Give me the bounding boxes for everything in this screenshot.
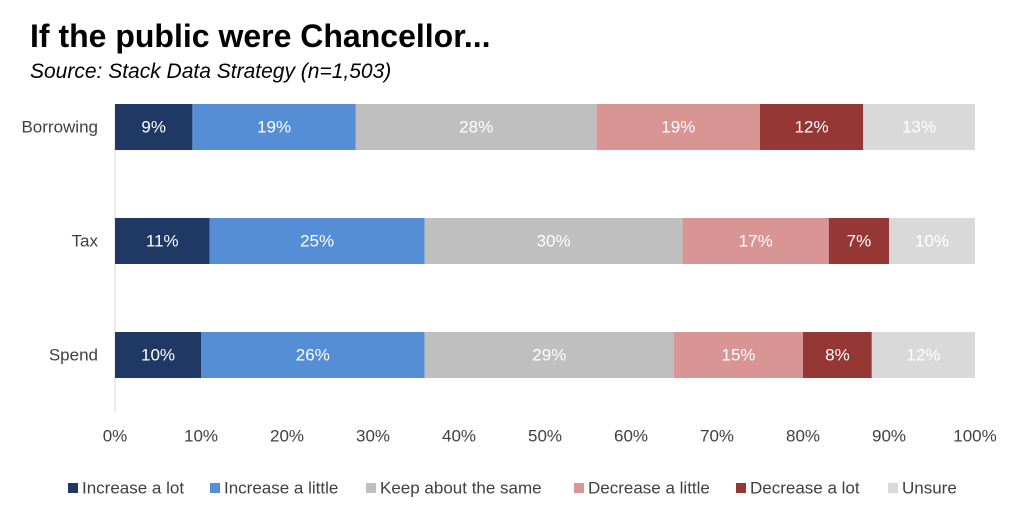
bar-tax-keep-about-the-same-label: 30% (537, 232, 571, 251)
bar-tax-decrease-a-little-label: 17% (739, 232, 773, 251)
bar-borrowing-increase-a-little (192, 104, 356, 150)
x-tick-label: 40% (442, 427, 476, 446)
bar-tax-increase-a-little-label: 25% (300, 232, 334, 251)
x-tick-label: 80% (786, 427, 820, 446)
category-label-spend: Spend (49, 346, 98, 365)
bar-borrowing-increase-a-lot (115, 104, 193, 150)
bar-borrowing-keep-about-the-same (355, 104, 597, 150)
legend-label-decrease-a-little: Decrease a little (588, 479, 710, 498)
bar-borrowing-unsure-label: 13% (902, 118, 936, 137)
bar-tax-increase-a-little (209, 218, 425, 264)
x-tick-label: 10% (184, 427, 218, 446)
chart-title: If the public were Chancellor... (30, 18, 491, 54)
bar-spend-decrease-a-lot-label: 8% (825, 346, 850, 365)
x-tick-label: 50% (528, 427, 562, 446)
bar-tax-increase-a-lot-label: 11% (146, 232, 179, 251)
bar-borrowing-unsure (863, 104, 975, 150)
bar-borrowing-decrease-a-lot-label: 12% (795, 118, 829, 137)
bar-spend-increase-a-little-label: 26% (296, 346, 330, 365)
bar-spend-keep-about-the-same (424, 332, 674, 378)
x-tick-label: 70% (700, 427, 734, 446)
x-tick-label: 100% (953, 427, 996, 446)
bar-borrowing-keep-about-the-same-label: 28% (459, 118, 493, 137)
bar-tax-decrease-a-little (682, 218, 829, 264)
bar-borrowing-increase-a-lot-label: 9% (141, 118, 166, 137)
chart-subtitle: Source: Stack Data Strategy (n=1,503) (30, 60, 392, 83)
bar-tax-decrease-a-lot (828, 218, 889, 264)
bar-spend-decrease-a-lot (803, 332, 872, 378)
legend-swatch-increase-a-little (210, 483, 220, 493)
bar-spend-keep-about-the-same-label: 29% (532, 346, 566, 365)
bar-borrowing-decrease-a-lot (760, 104, 864, 150)
bar-borrowing-decrease-a-little (596, 104, 760, 150)
x-tick-label: 60% (614, 427, 648, 446)
legend-label-unsure: Unsure (902, 479, 957, 498)
bar-spend-increase-a-lot (115, 332, 201, 378)
legend-label-keep-about-the-same: Keep about the same (380, 479, 542, 498)
legend-label-increase-a-lot: Increase a lot (82, 479, 184, 498)
category-label-tax: Tax (72, 232, 99, 251)
legend-swatch-increase-a-lot (68, 483, 78, 493)
legend-label-decrease-a-lot: Decrease a lot (750, 479, 860, 498)
x-tick-label: 90% (872, 427, 906, 446)
bar-spend-increase-a-little (201, 332, 425, 378)
legend-label-increase-a-little: Increase a little (224, 479, 338, 498)
bar-tax-decrease-a-lot-label: 7% (847, 232, 872, 251)
bar-borrowing-increase-a-little-label: 19% (257, 118, 291, 137)
bar-spend-unsure-label: 12% (906, 346, 940, 365)
bar-tax-increase-a-lot (115, 218, 210, 264)
bar-tax-unsure-label: 10% (915, 232, 949, 251)
category-label-borrowing: Borrowing (21, 118, 98, 137)
x-tick-label: 0% (103, 427, 128, 446)
bar-spend-increase-a-lot-label: 10% (141, 346, 175, 365)
x-tick-label: 20% (270, 427, 304, 446)
bar-spend-decrease-a-little-label: 15% (721, 346, 755, 365)
x-tick-label: 30% (356, 427, 390, 446)
legend-swatch-decrease-a-lot (736, 483, 746, 493)
bar-spend-unsure (871, 332, 975, 378)
legend-swatch-decrease-a-little (574, 483, 584, 493)
bar-tax-unsure (889, 218, 975, 264)
legend-swatch-unsure (888, 483, 898, 493)
bar-spend-decrease-a-little (674, 332, 803, 378)
legend-swatch-keep-about-the-same (366, 483, 376, 493)
bar-borrowing-decrease-a-little-label: 19% (661, 118, 695, 137)
bar-tax-keep-about-the-same (424, 218, 683, 264)
